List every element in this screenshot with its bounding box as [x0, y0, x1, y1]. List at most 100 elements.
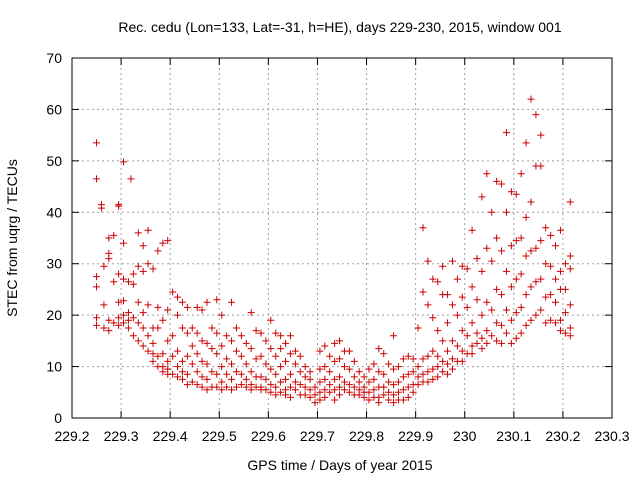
data-point	[267, 381, 275, 389]
data-point	[566, 332, 574, 340]
data-point	[336, 373, 344, 381]
data-point	[228, 337, 236, 345]
data-point	[183, 381, 191, 389]
data-point	[223, 370, 231, 378]
data-point	[154, 247, 162, 255]
data-point	[262, 386, 270, 394]
data-point	[517, 270, 525, 278]
data-point	[144, 260, 152, 268]
data-point	[277, 345, 285, 353]
data-point	[267, 316, 275, 324]
data-point	[257, 329, 265, 337]
data-point	[237, 352, 245, 360]
data-point	[97, 204, 105, 212]
data-point	[542, 260, 550, 268]
data-point	[439, 262, 447, 270]
data-point	[198, 373, 206, 381]
data-point	[193, 350, 201, 358]
data-point	[144, 347, 152, 355]
data-point	[301, 391, 309, 399]
data-point	[272, 383, 280, 391]
data-point	[390, 365, 398, 373]
data-point	[174, 373, 182, 381]
data-point	[468, 226, 476, 234]
data-point	[552, 319, 560, 327]
data-point	[183, 370, 191, 378]
data-point	[331, 339, 339, 347]
data-point	[282, 357, 290, 365]
data-point	[458, 357, 466, 365]
data-point	[424, 257, 432, 265]
data-point	[463, 265, 471, 273]
data-point	[409, 388, 417, 396]
data-point	[277, 388, 285, 396]
data-point	[419, 355, 427, 363]
data-point	[458, 327, 466, 335]
chart-title: Rec. cedu (Lon=133, Lat=-31, h=HE), days…	[118, 19, 561, 35]
data-point	[488, 332, 496, 340]
data-point	[174, 311, 182, 319]
data-point	[218, 363, 226, 371]
data-point	[380, 391, 388, 399]
data-point	[345, 365, 353, 373]
data-point	[120, 297, 128, 305]
data-point	[316, 388, 324, 396]
data-point	[380, 370, 388, 378]
data-point	[493, 234, 501, 242]
data-point	[434, 373, 442, 381]
data-point	[223, 355, 231, 363]
data-point	[473, 329, 481, 337]
data-point	[296, 381, 304, 389]
data-point	[537, 306, 545, 314]
data-point	[429, 275, 437, 283]
data-point	[566, 301, 574, 309]
data-point	[424, 368, 432, 376]
y-tick-label: 70	[46, 50, 62, 66]
data-point	[375, 399, 383, 407]
data-point	[134, 298, 142, 306]
data-point	[228, 386, 236, 394]
data-point	[164, 237, 172, 245]
x-tick-label: 230.3	[594, 428, 629, 444]
data-point	[129, 332, 137, 340]
data-point	[218, 342, 226, 350]
data-point	[100, 262, 108, 270]
x-tick-label: 229.4	[153, 428, 188, 444]
data-point	[149, 339, 157, 347]
x-tick-label: 230	[453, 428, 477, 444]
data-point	[507, 188, 515, 196]
y-tick-label: 20	[46, 307, 62, 323]
data-point	[458, 293, 466, 301]
y-tick-label: 60	[46, 101, 62, 117]
data-point	[203, 375, 211, 383]
data-point	[448, 301, 456, 309]
data-point	[203, 298, 211, 306]
data-point	[517, 234, 525, 242]
data-point	[100, 324, 108, 332]
data-point	[198, 306, 206, 314]
data-point	[375, 368, 383, 376]
data-point	[267, 365, 275, 373]
data-point	[340, 386, 348, 394]
data-point	[129, 270, 137, 278]
data-point	[355, 378, 363, 386]
data-point	[336, 383, 344, 391]
data-point	[174, 363, 182, 371]
data-point	[198, 357, 206, 365]
data-point	[134, 229, 142, 237]
data-point	[527, 95, 535, 103]
data-point	[444, 360, 452, 368]
data-point	[326, 352, 334, 360]
data-point	[468, 283, 476, 291]
data-point	[380, 350, 388, 358]
data-point	[473, 339, 481, 347]
data-point	[566, 198, 574, 206]
axis-ticks: 229.2 229.3 229.4 229.5 229.6 229.7 229.8 229.9…	[46, 50, 629, 444]
data-point	[124, 316, 132, 324]
data-point	[321, 393, 329, 401]
data-point	[502, 329, 510, 337]
data-point	[463, 332, 471, 340]
data-point	[556, 226, 564, 234]
data-point	[159, 316, 167, 324]
